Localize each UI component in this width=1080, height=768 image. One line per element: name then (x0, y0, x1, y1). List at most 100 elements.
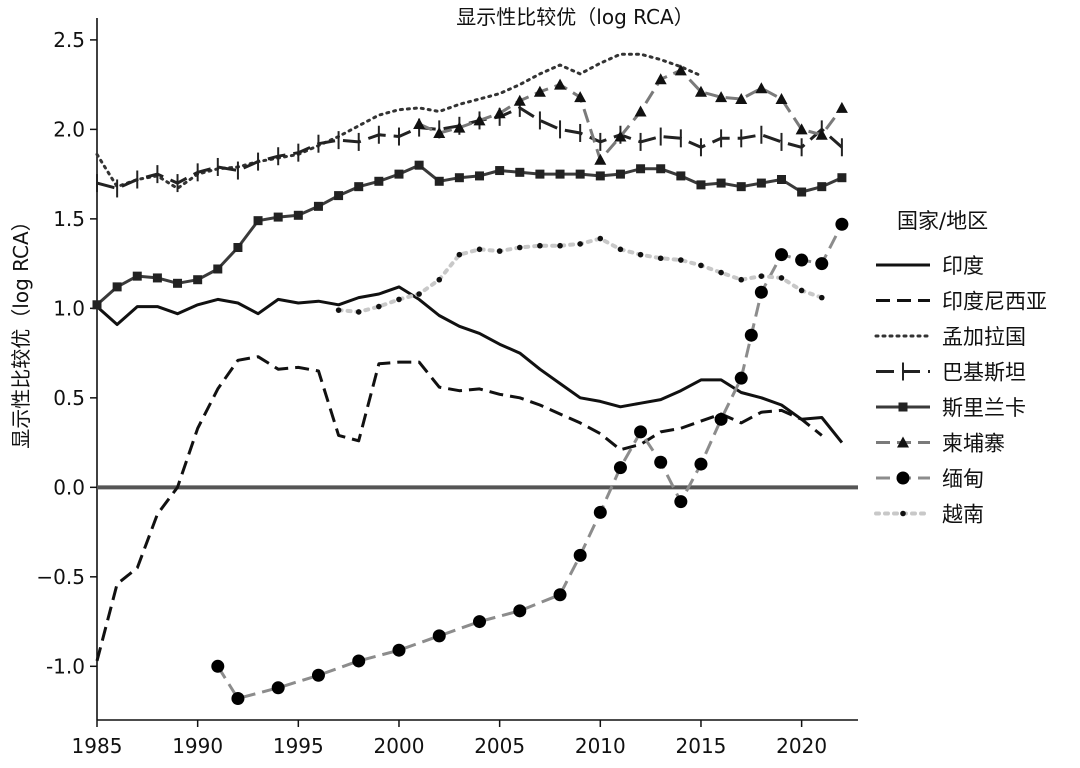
legend-label: 越南 (942, 503, 984, 527)
marker-square (475, 171, 485, 181)
legend-item: 孟加拉国 (874, 325, 1026, 349)
series-5 (413, 64, 848, 165)
marker-circle (815, 257, 829, 271)
marker-dot (617, 246, 624, 253)
series-3 (96, 98, 843, 198)
marker-square (394, 169, 404, 179)
marker-square (313, 201, 323, 211)
legend-label: 印度尼西亚 (942, 290, 1047, 314)
marker-circle (896, 471, 910, 485)
marker-circle (795, 253, 809, 267)
marker-square (656, 164, 666, 174)
marker-square (797, 187, 807, 197)
marker-triangle (674, 64, 687, 76)
marker-dot (637, 251, 644, 258)
marker-triangle (897, 436, 909, 448)
marker-square (776, 174, 786, 184)
marker-triangle (493, 107, 506, 119)
marker-dot (818, 294, 825, 301)
marker-square (454, 173, 464, 183)
marker-triangle (775, 92, 788, 104)
marker-square (615, 169, 625, 179)
legend-item: 斯里兰卡 (876, 396, 1026, 420)
marker-square (193, 275, 203, 285)
marker-square (817, 182, 827, 192)
y-tick-label: 0.5 (53, 386, 85, 410)
marker-square (716, 178, 726, 188)
marker-circle (654, 455, 668, 469)
y-tick-label: 2.0 (53, 117, 85, 141)
marker-circle (473, 615, 487, 629)
marker-circle (231, 692, 245, 706)
legend-item: 巴基斯坦 (876, 361, 1026, 385)
marker-dot (758, 273, 765, 279)
legend-label: 孟加拉国 (942, 325, 1026, 349)
marker-triangle (594, 153, 607, 165)
marker-square (112, 282, 122, 292)
marker-triangle (715, 91, 728, 103)
series-line (336, 236, 824, 314)
marker-triangle (694, 85, 707, 97)
marker-circle (311, 668, 325, 682)
marker-circle (513, 604, 527, 618)
legend-label: 缅甸 (942, 467, 984, 491)
marker-square (334, 191, 344, 201)
marker-triangle (735, 92, 748, 104)
x-tick-label: 2010 (575, 734, 626, 758)
marker-square (535, 169, 545, 179)
marker-dot (436, 276, 443, 283)
marker-triangle (433, 126, 446, 138)
marker-triangle (413, 118, 426, 130)
marker-dot (698, 262, 704, 269)
y-tick-label: -1.0 (46, 654, 85, 678)
series-7 (335, 235, 825, 315)
y-tick-label: 0.0 (53, 475, 85, 499)
legend-item: 柬埔寨 (876, 432, 1005, 456)
marker-circle (271, 681, 285, 695)
y-tick-label: −0.5 (36, 565, 85, 589)
legend-label: 柬埔寨 (942, 432, 1005, 456)
x-tick-label: 2005 (474, 734, 525, 758)
series-4 (92, 160, 847, 310)
marker-circle (553, 588, 567, 602)
marker-dot (738, 276, 745, 283)
marker-dot (416, 291, 422, 297)
marker-square (213, 264, 223, 274)
marker-circle (754, 285, 768, 299)
marker-square (515, 167, 525, 177)
marker-square (173, 278, 183, 288)
x-tick-label: 1995 (273, 734, 324, 758)
marker-dot (516, 244, 523, 251)
marker-circle (694, 457, 708, 471)
marker-circle (573, 548, 587, 562)
marker-square (132, 271, 142, 281)
legend-item: 缅甸 (876, 467, 984, 491)
series-line (95, 52, 703, 190)
marker-square (595, 171, 605, 181)
x-tick-label: 1985 (72, 734, 123, 758)
series-0 (96, 285, 844, 444)
marker-circle (432, 629, 446, 643)
marker-square (636, 164, 646, 174)
marker-square (293, 210, 303, 220)
axes: 2.5 2.0 1.5 1.0 0.5 0.0 −0.5 -1.0 1985 1990 1995 20… (36, 18, 858, 758)
marker-dot (396, 296, 402, 303)
series-line (418, 68, 844, 162)
marker-square (253, 216, 263, 226)
legend-item: 印度尼西亚 (876, 290, 1047, 314)
marker-dot (476, 246, 483, 253)
marker-square (434, 176, 444, 186)
marker-dot (798, 287, 805, 294)
marker-square (736, 182, 746, 192)
marker-triangle (835, 101, 848, 113)
marker-square (233, 243, 243, 253)
marker-circle (211, 659, 225, 673)
marker-square (495, 166, 505, 176)
marker-dot (778, 275, 785, 281)
marker-triangle (473, 114, 486, 126)
marker-triangle (453, 121, 466, 133)
marker-circle (714, 412, 728, 426)
y-tick-label: 1.5 (53, 207, 85, 231)
legend-item: 越南 (874, 503, 984, 527)
